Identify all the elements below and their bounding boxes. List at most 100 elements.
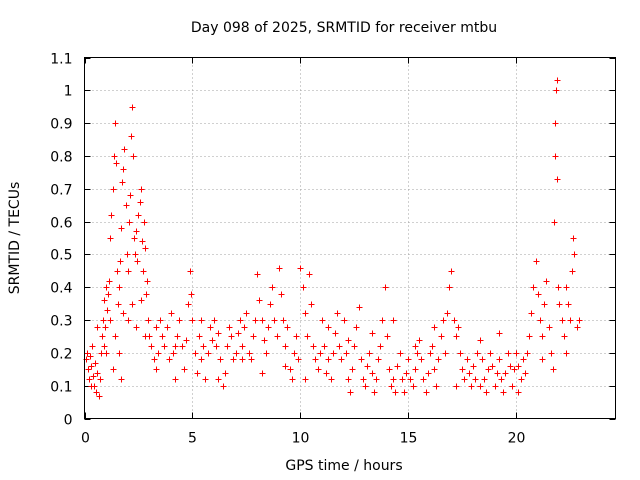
data-point xyxy=(129,301,136,308)
data-point xyxy=(444,310,451,317)
data-point xyxy=(92,360,99,367)
data-point xyxy=(93,389,100,396)
data-point xyxy=(459,366,466,373)
data-point xyxy=(143,291,150,298)
data-point xyxy=(423,389,430,396)
data-point xyxy=(159,333,166,340)
data-point xyxy=(394,363,401,370)
data-point xyxy=(496,330,503,337)
data-point xyxy=(492,383,499,390)
data-point xyxy=(226,324,233,331)
data-point xyxy=(142,333,149,340)
data-point xyxy=(127,192,134,199)
plot-frame xyxy=(84,57,616,419)
data-point xyxy=(172,343,179,350)
data-point xyxy=(256,297,263,304)
data-point xyxy=(317,350,324,357)
data-point xyxy=(550,366,557,373)
data-point xyxy=(132,251,139,258)
data-point xyxy=(103,350,110,357)
data-point xyxy=(113,160,120,167)
data-point xyxy=(554,176,561,183)
data-point xyxy=(412,366,419,373)
data-point xyxy=(282,343,289,350)
data-point xyxy=(170,350,177,357)
data-point xyxy=(334,310,341,317)
data-point xyxy=(537,317,544,324)
data-point xyxy=(141,219,148,226)
data-point xyxy=(230,356,237,363)
data-point xyxy=(185,301,192,308)
data-point xyxy=(341,317,348,324)
data-point xyxy=(130,153,137,160)
y-tick-label: 1 xyxy=(64,84,73,100)
data-point xyxy=(202,376,209,383)
data-point xyxy=(259,370,266,377)
data-point xyxy=(164,324,171,331)
data-point xyxy=(535,291,542,298)
data-point xyxy=(571,251,578,258)
data-point xyxy=(351,343,358,350)
data-point xyxy=(105,291,112,298)
data-point xyxy=(543,278,550,285)
data-point xyxy=(172,376,179,383)
data-point xyxy=(420,376,427,383)
data-point xyxy=(188,291,195,298)
data-point xyxy=(382,284,389,291)
data-point xyxy=(435,356,442,363)
data-point xyxy=(526,333,533,340)
data-point xyxy=(104,307,111,314)
data-point xyxy=(112,120,119,127)
data-point xyxy=(338,356,345,363)
data-point xyxy=(553,87,560,94)
data-point xyxy=(487,350,494,357)
data-point xyxy=(302,376,309,383)
data-point xyxy=(120,310,127,317)
data-point xyxy=(325,324,332,331)
data-point xyxy=(88,383,95,390)
data-point xyxy=(215,330,222,337)
data-point xyxy=(88,363,95,370)
data-point xyxy=(300,284,307,291)
data-point xyxy=(120,166,127,173)
data-point xyxy=(498,376,505,383)
data-point xyxy=(345,337,352,344)
data-point xyxy=(539,356,546,363)
data-point xyxy=(119,179,126,186)
data-point xyxy=(239,343,246,350)
data-point xyxy=(246,350,253,357)
data-point xyxy=(440,317,447,324)
data-point xyxy=(451,317,458,324)
tick-labels: 0 5 10 15 20 0 0.1 0.2 0.3 0.4 0.5 0.6 0.7 0.8 0.9 1 1.1 xyxy=(50,52,525,447)
data-point xyxy=(384,333,391,340)
data-point xyxy=(455,324,462,331)
data-point xyxy=(114,268,121,275)
data-point xyxy=(302,310,309,317)
data-point xyxy=(369,370,376,377)
data-point xyxy=(233,350,240,357)
data-point xyxy=(448,268,455,275)
data-point xyxy=(397,350,404,357)
data-point xyxy=(237,317,244,324)
data-point xyxy=(477,383,484,390)
data-point xyxy=(522,370,529,377)
data-point xyxy=(97,376,104,383)
data-point xyxy=(84,350,91,357)
data-point xyxy=(520,356,527,363)
data-point xyxy=(118,225,125,232)
data-point xyxy=(198,356,205,363)
data-point xyxy=(168,310,175,317)
data-point xyxy=(282,363,289,370)
data-point xyxy=(85,366,92,373)
data-point xyxy=(131,235,138,242)
data-point xyxy=(427,350,434,357)
data-point xyxy=(483,389,490,396)
data-point xyxy=(386,366,393,373)
data-point xyxy=(135,212,142,219)
data-point xyxy=(271,317,278,324)
data-point xyxy=(228,333,235,340)
data-point xyxy=(87,353,94,360)
data-point xyxy=(276,265,283,272)
data-point xyxy=(142,245,149,252)
